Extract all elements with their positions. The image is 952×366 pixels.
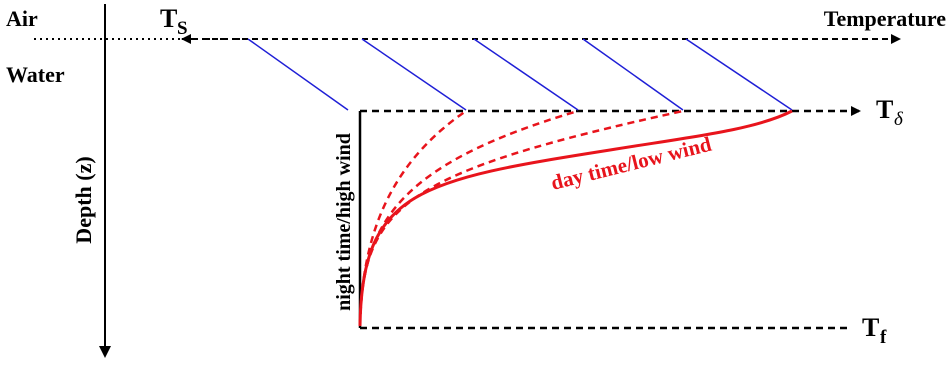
night-curve-label: night time/high wind [333, 133, 355, 311]
water-label: Water [6, 62, 65, 87]
svg-text:f: f [880, 327, 887, 348]
svg-text:T: T [862, 313, 879, 342]
skin-temperature-symbol: T δ [876, 95, 904, 130]
intermediate-profile-curve [358, 109, 684, 327]
svg-text:δ: δ [894, 109, 904, 130]
intermediate-profile-curve [358, 109, 579, 327]
skin-gradient-line [582, 38, 684, 111]
svg-text:T: T [876, 95, 893, 124]
skin-gradient-line [247, 38, 349, 111]
svg-text:S: S [177, 18, 188, 39]
skin-gradient-line [685, 38, 793, 111]
depth-axis-arrowhead [99, 346, 111, 358]
depth-axis-label: Depth (z) [71, 156, 96, 243]
foundation-temperature-symbol: T f [862, 313, 887, 348]
air-label: Air [6, 6, 38, 31]
skin-gradient-line [473, 38, 579, 111]
intermediate-profile-curve [358, 109, 467, 327]
day-curve-label: day time/low wind [548, 132, 714, 195]
skin-gradient-line [361, 38, 467, 111]
day-time-profile-curve [358, 109, 793, 327]
svg-text:T: T [160, 4, 177, 33]
temperature-axis-label: Temperature [824, 6, 946, 31]
surface-temperature-symbol: T S [160, 4, 188, 39]
